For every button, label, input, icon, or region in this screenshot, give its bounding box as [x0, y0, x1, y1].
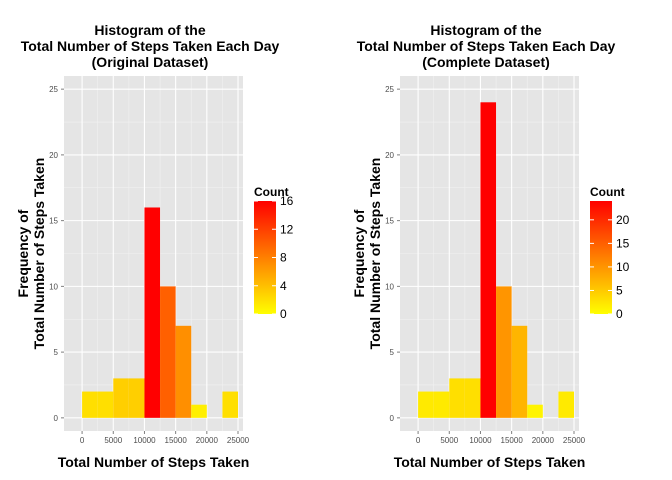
y-axis-title: Frequency of Total Number of Steps Taken	[351, 158, 383, 350]
legend-tick-label: 15	[616, 236, 630, 250]
histogram-bar	[222, 391, 239, 418]
x-tick-label: 10000	[133, 436, 156, 445]
y-tick-label: 25	[49, 85, 58, 94]
histogram-bar	[449, 378, 465, 418]
histogram-bar	[558, 391, 575, 418]
legend-tick-label: 0	[616, 307, 623, 321]
histogram-bar	[160, 286, 176, 418]
histogram-bar	[144, 207, 161, 418]
y-tick-label: 5	[390, 348, 395, 357]
y-tick-label: 20	[49, 151, 58, 160]
axis-ticks	[397, 88, 575, 434]
y-axis-title-line: Frequency of	[351, 209, 367, 297]
legend-tick-label: 0	[280, 307, 287, 321]
histogram-bar	[191, 404, 207, 418]
histogram-bar	[480, 102, 497, 418]
histogram-bar	[113, 378, 129, 418]
color-legend: Count 0 5 10 15 20	[590, 185, 630, 321]
legend-tick-label: 4	[280, 279, 287, 293]
y-tick-label: 25	[385, 85, 394, 94]
color-legend: Count 0 4 8 12 16	[254, 185, 294, 321]
histogram-bar	[496, 286, 512, 418]
legend-title: Count	[590, 185, 625, 199]
histogram-bar	[511, 325, 528, 418]
histogram-bar	[433, 391, 450, 418]
legend-tick-label: 12	[280, 222, 294, 236]
histogram-bar	[527, 404, 543, 418]
y-tick-label: 10	[385, 282, 394, 291]
chart-title-line: Histogram of the	[430, 22, 541, 38]
x-tick-label: 5000	[104, 436, 122, 445]
y-axis-title-line: Total Number of Steps Taken	[367, 158, 383, 350]
axis-ticks	[61, 88, 239, 434]
histogram-bar	[175, 325, 192, 418]
x-tick-label: 5000	[440, 436, 458, 445]
legend-colorbar	[590, 201, 612, 314]
y-tick-label: 5	[54, 348, 59, 357]
legend-tick-label: 20	[616, 213, 630, 227]
x-tick-label: 25000	[227, 436, 250, 445]
y-tick-label: 15	[49, 217, 58, 226]
y-tick-label: 10	[49, 282, 58, 291]
legend-title: Count	[254, 185, 289, 199]
chart-title-line: Total Number of Steps Taken Each Day	[21, 38, 280, 54]
histogram-bar	[97, 391, 114, 418]
legend-colorbar	[254, 201, 276, 314]
chart-title-line: (Complete Dataset)	[422, 54, 550, 70]
legend-tick-label: 5	[616, 283, 623, 297]
y-tick-label: 15	[385, 217, 394, 226]
y-axis-title-line: Total Number of Steps Taken	[31, 158, 47, 350]
chart-title-line: Histogram of the	[94, 22, 205, 38]
histogram-bars	[82, 207, 239, 418]
histogram-bar	[464, 378, 481, 418]
x-axis-title: Total Number of Steps Taken	[58, 454, 250, 470]
y-tick-label: 0	[390, 414, 395, 423]
chart-title-line: (Original Dataset)	[92, 54, 209, 70]
y-axis-title-line: Frequency of	[15, 209, 31, 297]
legend-tick-label: 8	[280, 251, 287, 265]
x-tick-label: 20000	[196, 436, 219, 445]
y-tick-label: 0	[54, 414, 59, 423]
histogram-bar	[82, 391, 98, 418]
x-tick-label: 25000	[563, 436, 586, 445]
histogram-bar	[128, 378, 145, 418]
x-tick-label: 10000	[469, 436, 492, 445]
legend-tick-label: 10	[616, 260, 630, 274]
histogram-bar	[418, 391, 434, 418]
x-tick-label: 15000	[165, 436, 188, 445]
legend-tick-label: 16	[280, 194, 294, 208]
x-tick-label: 20000	[532, 436, 555, 445]
y-axis-title: Frequency of Total Number of Steps Taken	[15, 158, 47, 350]
x-tick-label: 0	[416, 436, 421, 445]
y-tick-label: 20	[385, 151, 394, 160]
x-tick-label: 0	[80, 436, 85, 445]
chart-title-line: Total Number of Steps Taken Each Day	[357, 38, 616, 54]
major-grid	[64, 76, 243, 431]
x-axis-title: Total Number of Steps Taken	[394, 454, 586, 470]
histogram-bars	[418, 102, 575, 418]
x-tick-label: 15000	[501, 436, 524, 445]
